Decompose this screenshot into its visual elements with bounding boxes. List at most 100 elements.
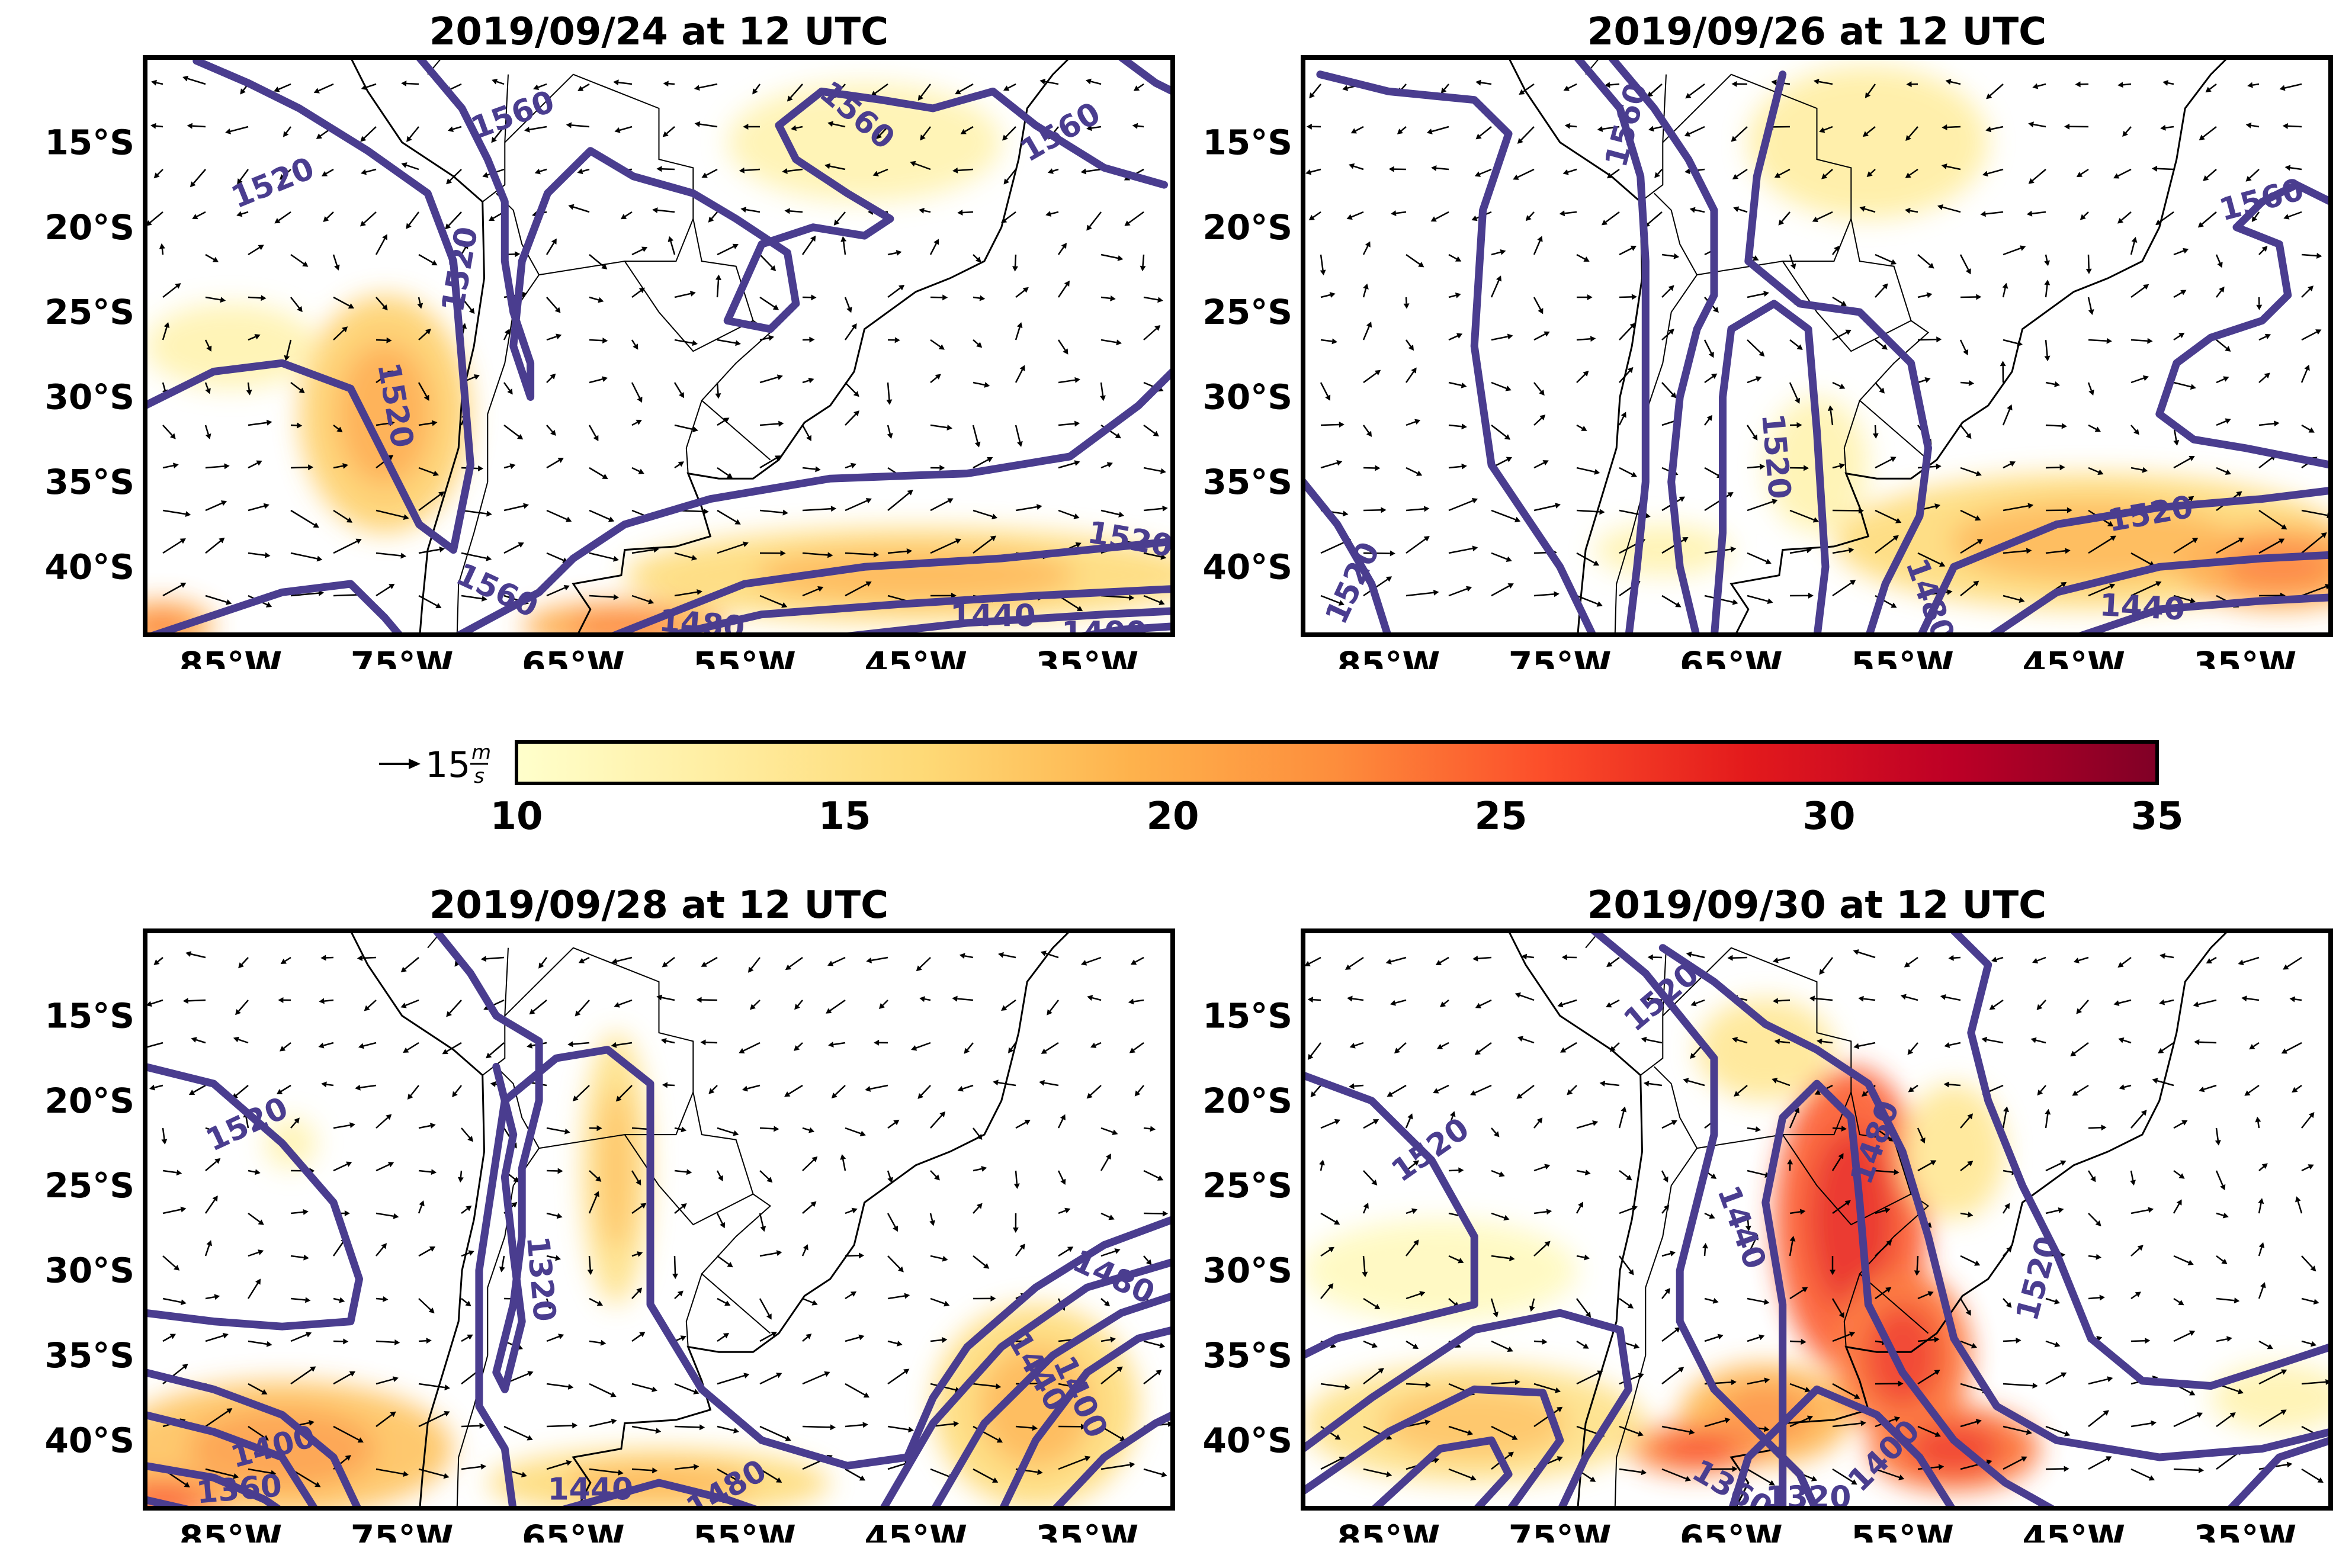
wind-vector-head <box>1084 1455 1091 1461</box>
wind-vector-head <box>1385 959 1392 965</box>
wind-vector-head <box>1605 82 1610 88</box>
longitude-tick-label: 85°W <box>1337 644 1440 669</box>
wind-vector <box>797 1042 803 1048</box>
wind-vector <box>546 552 564 561</box>
wind-vector-head <box>1458 1167 1464 1174</box>
wind-vector-head <box>1948 955 1954 961</box>
wind-vector-head <box>1430 216 1437 222</box>
wind-vector-head <box>1799 1209 1806 1215</box>
wind-vector <box>205 1127 215 1132</box>
wind-vector <box>1531 1298 1535 1307</box>
wind-vector <box>284 956 291 962</box>
wind-vector <box>546 1255 556 1259</box>
wind-vector <box>2242 956 2260 963</box>
wind-vector <box>618 999 633 1006</box>
wind-vector-head <box>1631 1205 1638 1212</box>
wind-vector <box>2130 583 2157 597</box>
wind-vector <box>2130 1209 2149 1214</box>
wind-vector <box>238 1039 249 1044</box>
wind-vector <box>802 588 819 597</box>
wind-vector <box>2216 1415 2232 1428</box>
wind-vector-head <box>694 121 701 127</box>
wind-vector <box>1649 997 1663 1001</box>
wind-vector-head <box>1808 592 1814 599</box>
wind-vector-head <box>482 596 487 602</box>
wind-vector-head <box>1985 126 1992 133</box>
wind-vector <box>582 168 590 172</box>
wind-vector <box>1613 1042 1620 1049</box>
wind-vector-head <box>550 429 556 436</box>
wind-vector-head <box>1145 1259 1152 1265</box>
wind-vector <box>1602 126 1620 130</box>
wind-vector <box>162 464 174 469</box>
wind-vector-head <box>1900 994 1907 1000</box>
wind-vector-head <box>1848 547 1854 554</box>
wind-vector <box>930 1114 943 1129</box>
wind-vector <box>887 1255 901 1270</box>
wind-vector-head <box>987 457 993 462</box>
wind-vector <box>1960 425 1969 435</box>
wind-vector-head <box>655 1428 662 1434</box>
wind-vector-head <box>2279 538 2285 544</box>
wind-vector <box>571 124 590 128</box>
wind-vector-head <box>1967 1161 1974 1167</box>
wind-vector <box>2088 1413 2106 1427</box>
wind-vector <box>1909 168 1918 176</box>
wind-vector <box>1959 339 1966 351</box>
wind-vector-head <box>2196 1412 2203 1418</box>
wind-vector <box>1576 1340 1585 1347</box>
wind-vector <box>333 1297 340 1301</box>
wind-vector-head <box>1519 89 1525 95</box>
wind-vector <box>1320 462 1338 469</box>
map-frame <box>143 928 1175 1511</box>
wind-vector-head <box>1965 268 1971 275</box>
wind-vector-head <box>2065 548 2071 554</box>
wind-vector-head <box>998 952 1004 958</box>
wind-vector-head <box>1472 545 1478 552</box>
wind-vector-head <box>473 374 480 380</box>
wind-vector <box>326 211 334 219</box>
wind-vector <box>929 1213 933 1221</box>
wind-vector <box>674 552 692 559</box>
wind-vector-head <box>1801 1338 1806 1345</box>
wind-vector <box>2216 378 2225 384</box>
wind-vector-head <box>1596 601 1603 607</box>
wind-vector-head <box>1664 1288 1671 1294</box>
country-border <box>685 400 702 474</box>
wind-vector <box>1653 126 1663 130</box>
wind-vector-head <box>1930 1160 1937 1166</box>
wind-vector-head <box>2118 1037 2125 1043</box>
wind-vector-head <box>318 1042 325 1049</box>
wind-vector-head <box>1106 462 1113 468</box>
wind-vector-head <box>1621 412 1626 418</box>
wind-vector <box>1478 1042 1492 1053</box>
wind-vector-head <box>360 136 367 142</box>
wind-vector <box>701 999 718 1001</box>
contour-label: 1440 <box>2098 587 2186 627</box>
wind-vector-head <box>184 1482 190 1487</box>
wind-vector <box>1053 168 1059 172</box>
wind-vector-head <box>974 441 981 448</box>
wind-vector-head <box>2325 1379 2331 1385</box>
contour-label: 1400 <box>1061 615 1147 651</box>
wind-vector-head <box>1115 433 1121 439</box>
wind-vector <box>162 584 182 597</box>
wind-vector <box>2258 1247 2263 1257</box>
wind-vector <box>759 1334 773 1342</box>
wind-vector <box>1480 999 1492 1007</box>
wind-vector <box>248 1468 271 1474</box>
wind-vector-head <box>1685 92 1692 99</box>
wind-vector-head <box>1641 1036 1647 1043</box>
wind-vector-head <box>1679 496 1686 502</box>
wind-vector-head <box>1403 303 1410 309</box>
wind-vector-head <box>2037 1089 2043 1096</box>
wind-vector <box>787 168 803 172</box>
wind-vector-head <box>2021 1456 2027 1462</box>
wind-vector-head <box>309 1420 315 1426</box>
contour-line <box>1369 1436 1513 1508</box>
wind-vector <box>2088 1255 2097 1258</box>
wind-vector-head <box>1319 1159 1325 1166</box>
wind-vector <box>1875 339 1884 348</box>
wind-vector-head <box>1924 377 1931 383</box>
wind-vector-head <box>1461 463 1467 470</box>
